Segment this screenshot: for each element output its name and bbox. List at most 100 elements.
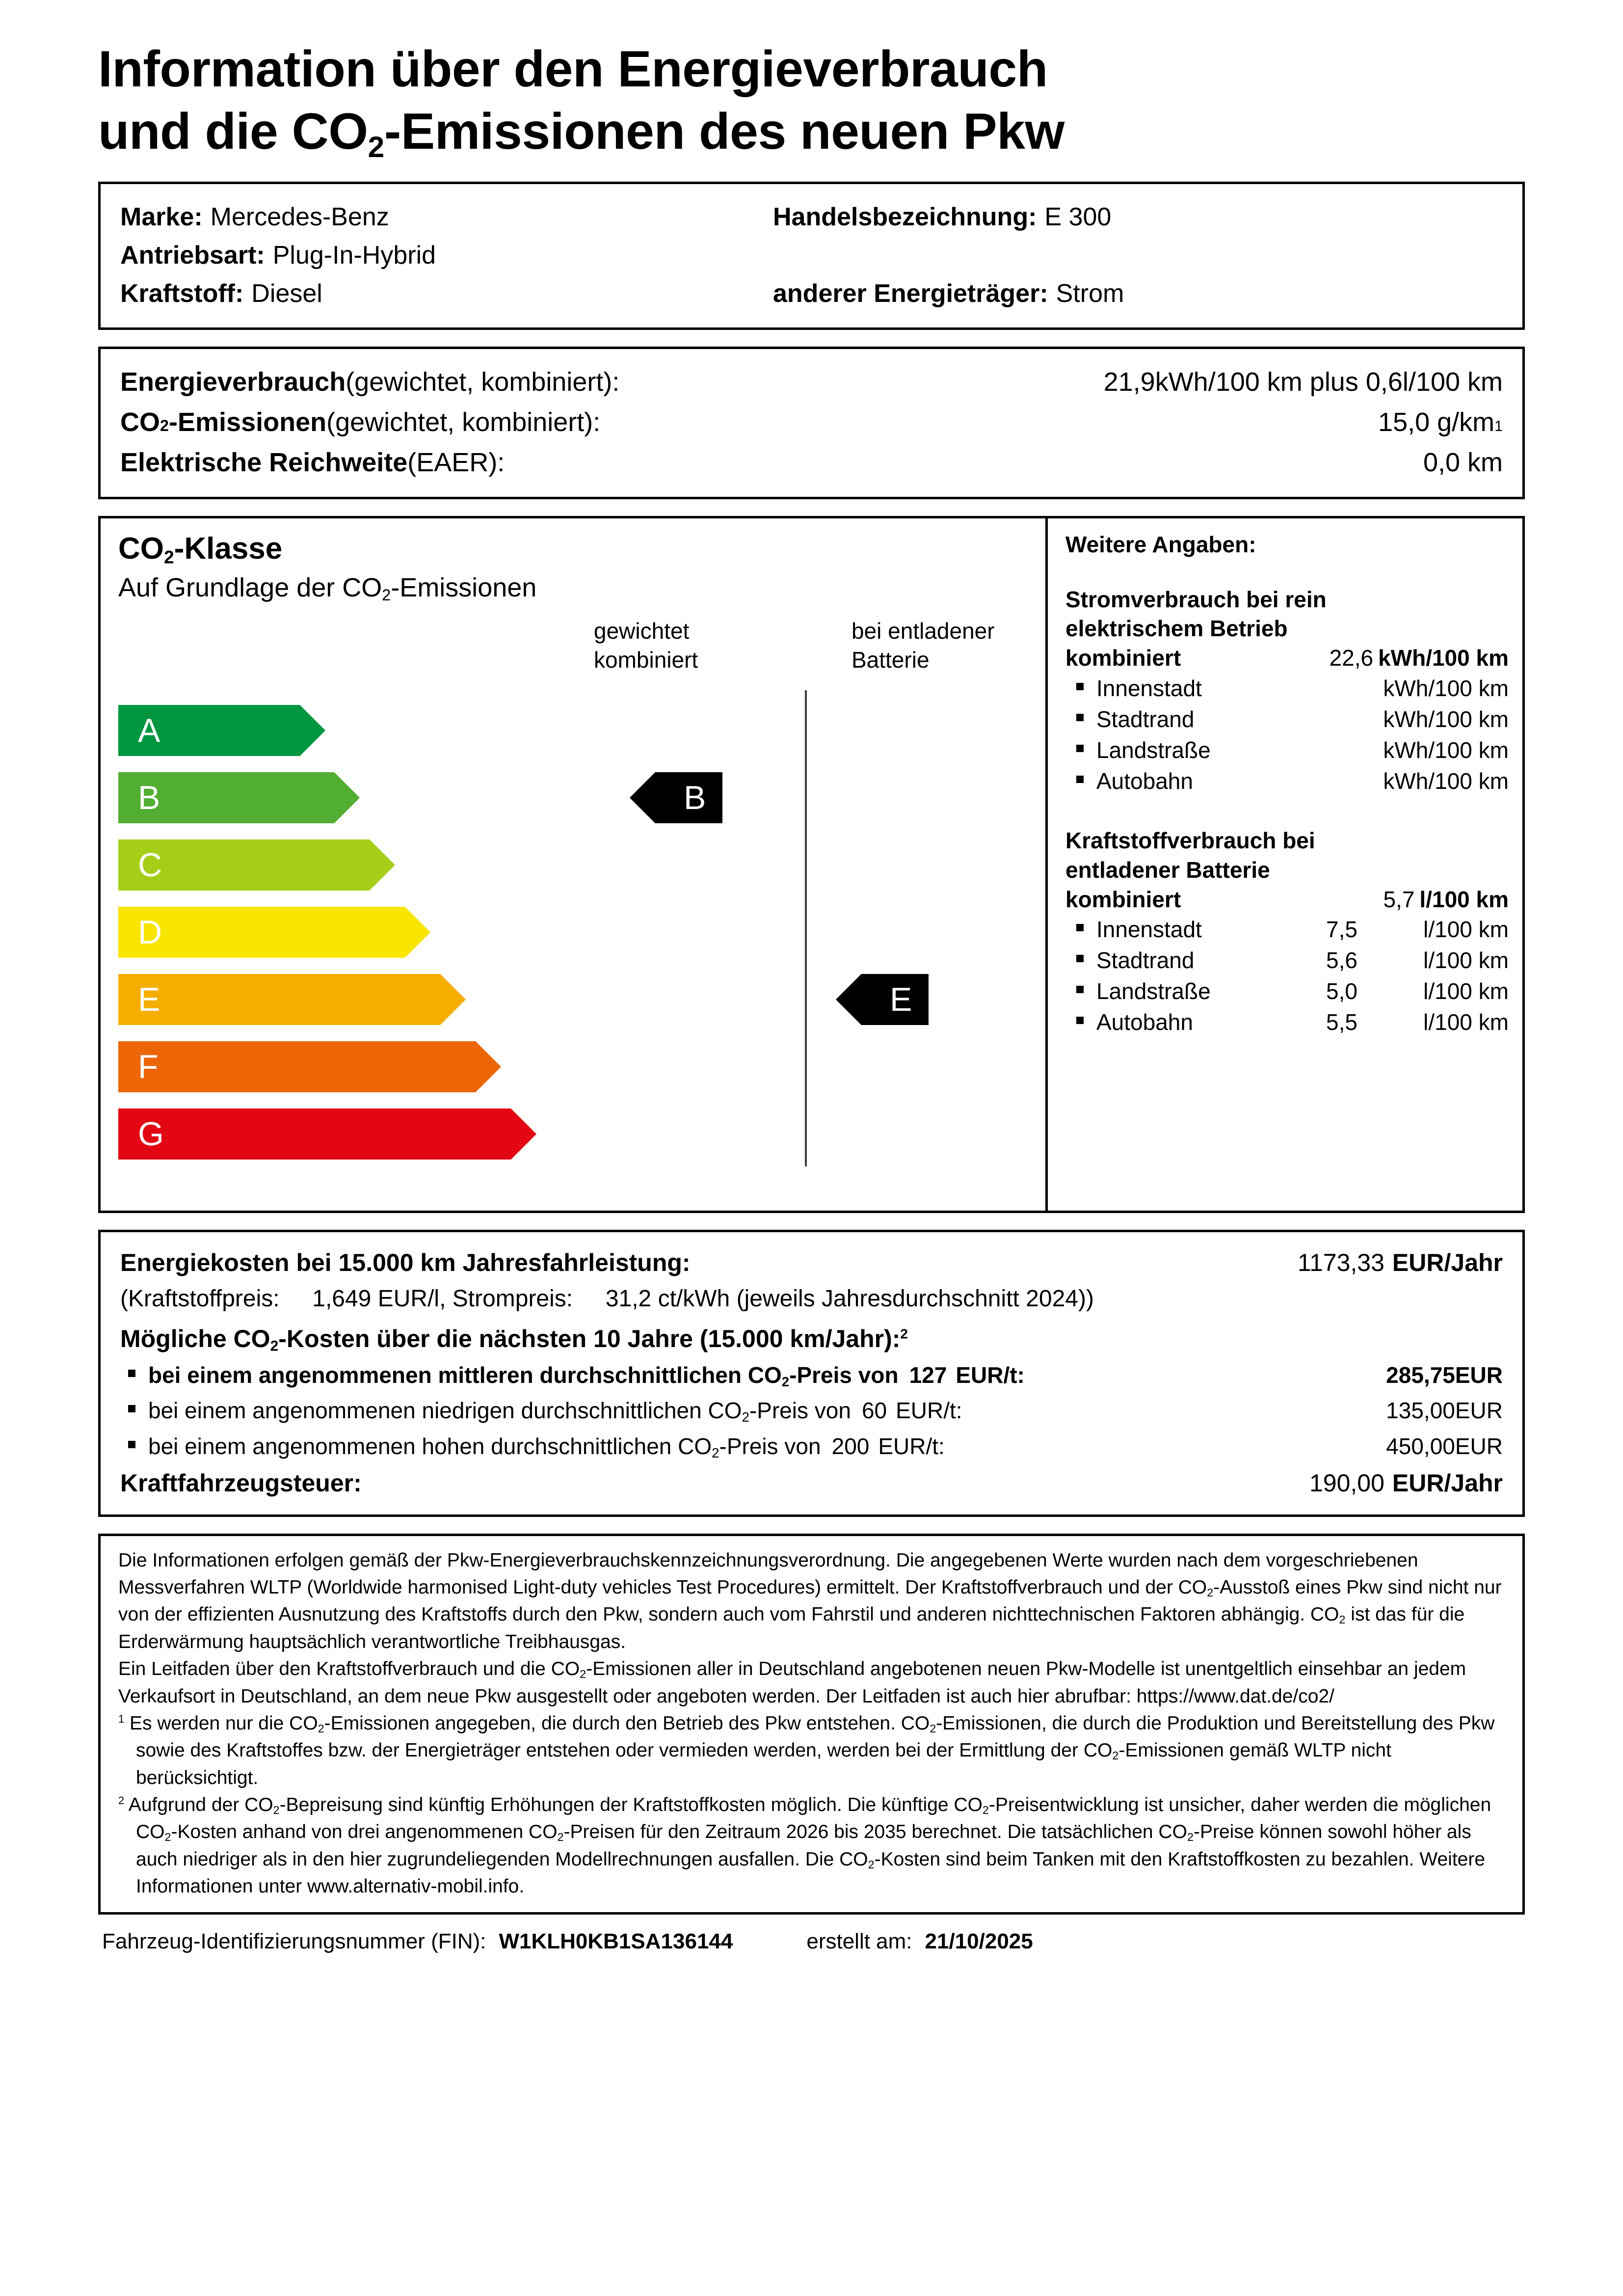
energy-consumption-row: Energieverbrauch (gewichtet, kombiniert)… [120,362,1503,402]
kraftfahrzeugsteuer-unit: EUR/Jahr [1392,1469,1503,1497]
column-header-depleted: bei entladener Batterie [851,618,995,673]
scenario-price-unit: EUR/t: [878,1433,945,1459]
vehicle-tax-row: Kraftfahrzeugsteuer: 190,00 EUR/Jahr [120,1464,1503,1502]
consumption-item: Stadtrand kWh/100 km [1065,704,1509,735]
weitere-angaben-panel: Weitere Angaben: Stromverbrauch bei rein… [1048,518,1522,1211]
bar-arrow-icon [405,906,430,958]
consumption-item: Landstraße kWh/100 km [1065,735,1509,766]
co2-subscript: 2 [1187,1831,1194,1844]
efficiency-bar-a: A [118,704,511,756]
scenario-result: 285,75EUR [1386,1362,1503,1388]
co2-subscript: 2 [164,546,174,567]
consumption-item: Autobahn kWh/100 km [1065,766,1509,797]
energieverbrauch-label: Energieverbrauch [120,367,346,397]
consumption-item-label: Innenstadt [1096,675,1202,701]
legal-footnote-2: 2 Aufgrund der CO2-Bepreisung sind künft… [118,1794,1491,1897]
kraftstoffpreis-value: 1,649 [312,1285,372,1312]
legal-text-box: Die Informationen erfolgen gemäß der Pkw… [98,1533,1525,1915]
consumption-item-unit: kWh/100 km [1383,675,1509,701]
co2-subscript: 2 [368,130,385,163]
strompreis-value: 31,2 [605,1285,652,1312]
efficiency-bar-d: D [118,906,511,958]
energieverbrauch-value: 21,9kWh/100 km plus 0,6l/100 km [1103,367,1503,397]
kraftstoff-kombiniert-row: kombiniert 5,7 l/100 km [1065,885,1509,915]
scenario-price: 60 [861,1398,887,1424]
co2-emissionen-label-b: -Emissionen [169,407,327,437]
electric-consumption-block: Stromverbrauch bei rein elektrischem Bet… [1065,585,1509,797]
bullet-icon [128,1440,135,1448]
co2-subscript: 2 [580,1667,586,1680]
consumption-item: Innenstadt 7,5 l/100 km [1065,914,1509,945]
stromverbrauch-head-2: elektrischem Betrieb [1065,616,1288,642]
handelsbezeichnung-value: E 300 [1044,203,1112,232]
class-marker-weighted-letter: B [684,779,706,816]
costs-box: Energiekosten bei 15.000 km Jahresfahrle… [98,1229,1525,1517]
co2-subscript: 2 [270,1338,279,1354]
electric-range-row: Elektrische Reichweite (EAER): 0,0 km [120,442,1503,483]
co2-price-scenario: bei einem angenommenen mittleren durchsc… [120,1357,1503,1393]
co2-subscript: 2 [160,417,169,435]
co2-subscript: 2 [982,1803,989,1816]
consumption-box: Energieverbrauch (gewichtet, kombiniert)… [98,347,1525,499]
consumption-item-label: Landstraße [1096,737,1211,763]
co2-kosten-heading: Mögliche CO2-Kosten über die nächsten 10… [120,1324,908,1354]
efficiency-bar-letter: E [138,980,160,1018]
fuel-consumption-block: Kraftstoffverbrauch bei entladener Batte… [1065,826,1509,1038]
consumption-item-label: Autobahn [1096,768,1193,794]
bar-arrow-icon [511,1108,536,1160]
consumption-item-label: Autobahn [1096,1009,1193,1035]
efficiency-bar-f: F [118,1041,511,1092]
energiekosten-unit: EUR/Jahr [1392,1248,1503,1276]
created-date-value: 21/10/2025 [925,1929,1033,1953]
column-header-weighted: gewichtet kombiniert [594,618,698,673]
co2-footnote-marker: 1 [1494,418,1503,435]
co2-price-scenario: bei einem angenommenen hohen durchschnit… [120,1429,1503,1464]
kombiniert-value: 22,6 [1329,645,1374,671]
class-marker-weighted: B [630,772,723,823]
scenario-result: 135,00EUR [1386,1398,1503,1424]
kraftstoffverbrauch-head-2: entladener Batterie [1065,857,1270,883]
marke-label: Marke: [120,203,203,232]
bar-arrow-icon [440,973,466,1025]
co2-subscript: 2 [557,1831,564,1844]
bar-arrow-icon [370,839,395,891]
co2-class-panel: CO2-Klasse Auf Grundlage der CO2-Emissio… [98,515,1525,1213]
legal-footnote-1: 1 Es werden nur die CO2-Emissionen angeg… [118,1712,1495,1788]
kombiniert-unit: kWh/100 km [1378,645,1509,671]
bullet-icon [128,1369,135,1377]
co2-costs-heading-row: Mögliche CO2-Kosten über die nächsten 10… [120,1320,1503,1357]
co2-subscript: 2 [382,586,391,604]
bullet-icon [128,1405,135,1413]
consumption-item-unit: kWh/100 km [1383,768,1509,794]
energietraeger-value: Strom [1056,279,1124,308]
vehicle-info-box: Marke: Mercedes-Benz Handelsbezeichnung:… [98,182,1525,330]
kraftstoff-value: Diesel [251,279,322,308]
efficiency-bar-letter: D [138,913,162,951]
co2-period-from: 2026 [786,1821,829,1843]
vehicle-row-antriebsart: Antriebsart: Plug-In-Hybrid [120,236,1503,274]
co2-subscript: 2 [164,1831,171,1844]
footnote-marker-2: 2 [900,1325,908,1341]
consumption-item-unit: l/100 km [1423,947,1509,973]
bullet-icon [1076,955,1084,963]
consumption-item: Landstraße 5,0 l/100 km [1065,976,1509,1007]
title-line-2-part-a: und die CO [98,103,368,160]
scenario-price: 127 [909,1362,947,1388]
bullet-icon [1076,682,1084,690]
efficiency-bar-body: B [118,772,360,823]
consumption-item-value: 5,0 [1326,978,1357,1004]
consumption-item-unit: l/100 km [1423,1009,1509,1035]
kraftstoffpreis-label: (Kraftstoffpreis: [120,1285,280,1312]
legal-text: Die Informationen erfolgen gemäß der Pkw… [118,1547,1505,1900]
co2-price-scenarios: bei einem angenommenen mittleren durchsc… [120,1357,1503,1464]
scenario-price-unit: EUR/t: [896,1398,962,1424]
co2-subscript: 2 [318,1722,324,1735]
title-line-2: und die CO2-Emissionen des neuen Pkw [98,101,1525,165]
footer: Fahrzeug-Identifizierungsnummer (FIN): W… [98,1929,1525,1954]
class-marker-depleted: E [836,973,929,1025]
stromverbrauch-head-1: Stromverbrauch bei rein [1065,586,1327,612]
consumption-item-unit: kWh/100 km [1383,706,1509,732]
class-marker-depleted-letter: E [890,980,912,1018]
co2-subscript: 2 [742,1409,749,1425]
